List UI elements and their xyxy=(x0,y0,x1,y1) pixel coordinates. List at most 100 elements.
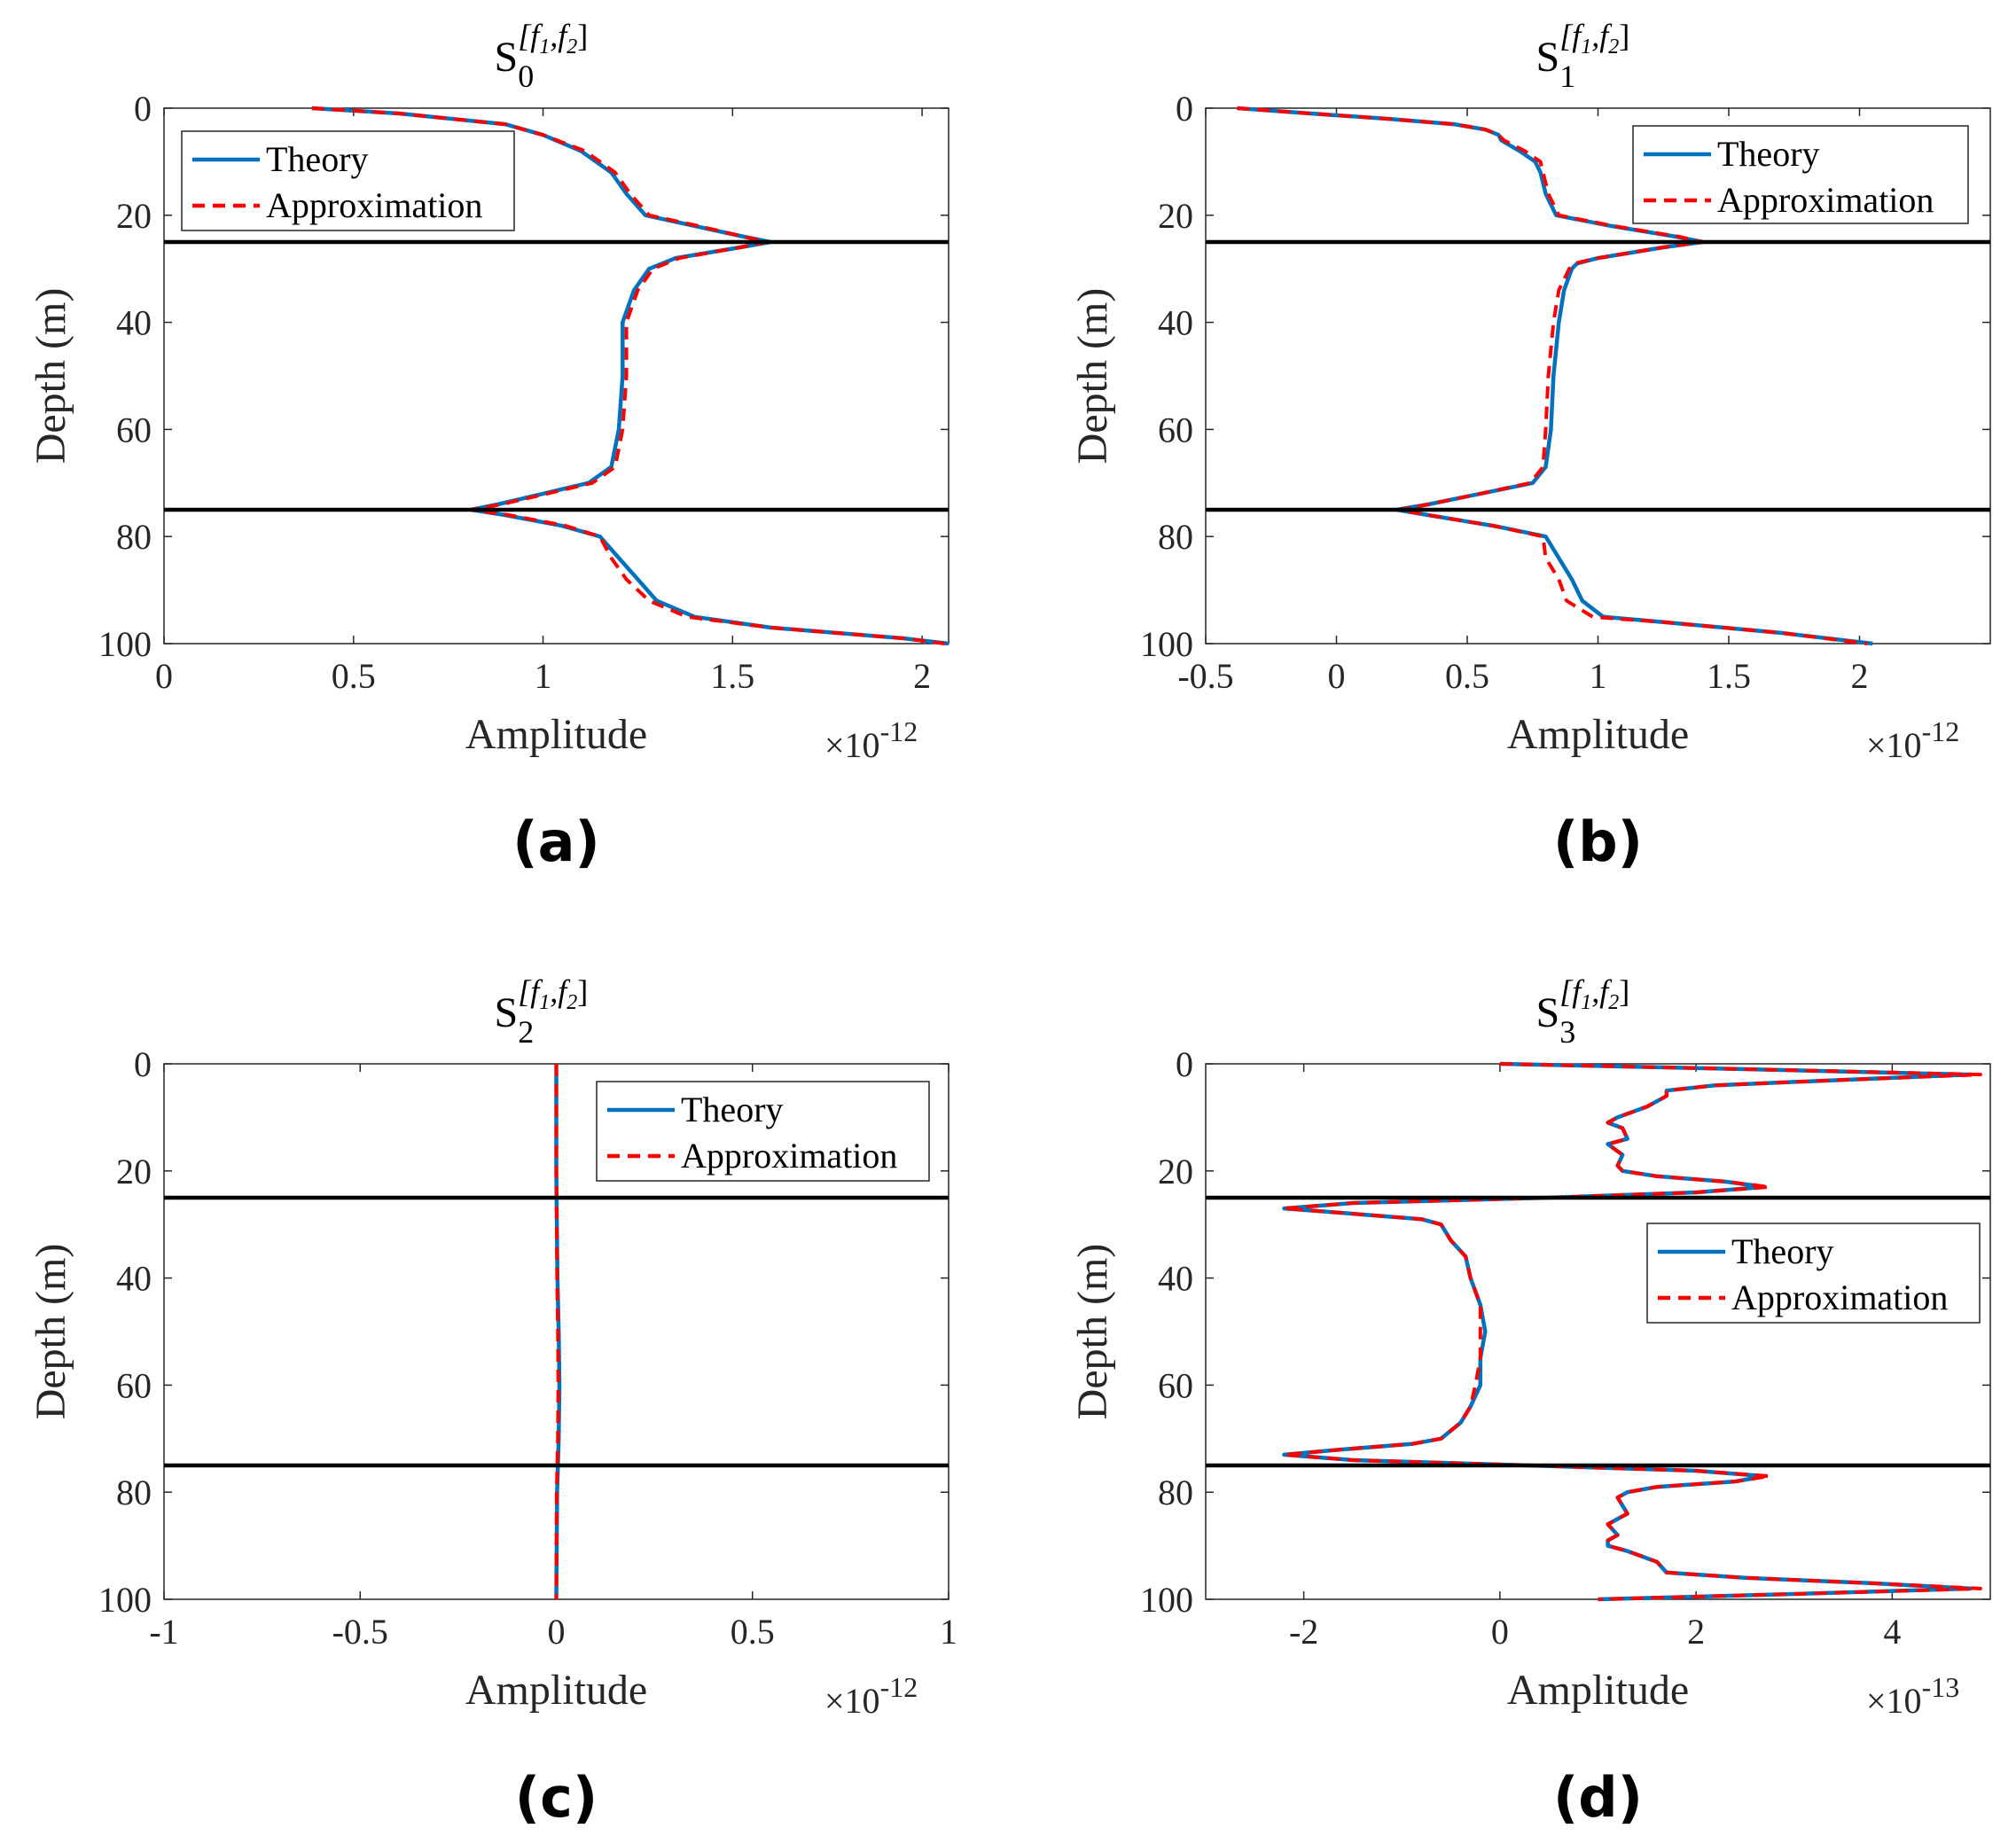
legend-box xyxy=(1646,1223,1981,1324)
x-tick-label: 1 xyxy=(1590,656,1607,696)
title-superscript-close: ] xyxy=(577,973,588,1009)
legend-label-theory: Theory xyxy=(266,139,369,179)
y-tick-label: 40 xyxy=(1158,303,1193,343)
y-tick-label: 20 xyxy=(116,196,152,236)
x-tick-label: 1 xyxy=(940,1612,957,1652)
y-tick-label: 20 xyxy=(116,1152,152,1191)
title-superscript-index1: 1 xyxy=(539,35,550,59)
chart-title: S2[f1,f2] xyxy=(495,973,589,1050)
panel-caption: (b) xyxy=(1553,809,1643,874)
title-subscript: 2 xyxy=(518,1014,534,1050)
y-axis-label: Depth (m) xyxy=(27,288,74,465)
title-main: S xyxy=(1536,34,1560,81)
y-tick-label: 0 xyxy=(134,1044,152,1084)
x-exponent-base: ×10 xyxy=(1866,1681,1922,1721)
x-tick-label: 1.5 xyxy=(1707,656,1751,696)
y-axis-label: Depth (m) xyxy=(27,1244,74,1420)
y-tick-label: 80 xyxy=(116,517,152,557)
title-superscript-index2: 2 xyxy=(567,991,577,1014)
title-superscript-index2: 2 xyxy=(1608,991,1619,1014)
plot-area-frame xyxy=(163,107,949,645)
title-superscript-close: ] xyxy=(577,18,588,53)
title-subscript: 0 xyxy=(518,59,534,94)
x-tick-label: 0.5 xyxy=(1445,656,1489,696)
y-tick-label: 60 xyxy=(116,1365,152,1405)
series-line-theory xyxy=(311,105,949,646)
title-superscript-index1: 1 xyxy=(1581,35,1591,59)
panel-caption: (d) xyxy=(1553,1765,1643,1830)
series-line-approximation xyxy=(311,106,945,645)
x-tick-label: 0 xyxy=(1328,656,1346,696)
chart-title: S1[f1,f2] xyxy=(1536,18,1630,94)
x-tick-label: 0 xyxy=(155,656,173,696)
legend-box xyxy=(596,1081,930,1182)
x-tick-label: -1 xyxy=(149,1612,178,1652)
y-axis-label: Depth (m) xyxy=(1069,1244,1116,1420)
legend-box xyxy=(181,130,515,231)
series-line-approximation xyxy=(1237,106,1868,645)
x-tick-label: 1 xyxy=(535,656,552,696)
x-exponent-power: -12 xyxy=(1922,715,1960,747)
x-tick-label: 2 xyxy=(913,656,931,696)
title-subscript: 3 xyxy=(1559,1014,1575,1050)
y-tick-label: 20 xyxy=(1158,1152,1193,1191)
y-tick-label: 60 xyxy=(1158,410,1193,449)
x-exponent-power: -12 xyxy=(880,715,918,747)
y-tick-label: 40 xyxy=(1158,1259,1193,1299)
x-exponent-base: ×10 xyxy=(824,725,880,765)
x-axis-label: Amplitude xyxy=(1507,711,1689,758)
y-tick-label: 100 xyxy=(98,624,152,664)
title-main: S xyxy=(495,34,519,81)
y-tick-label: 100 xyxy=(1140,1580,1193,1620)
y-tick-label: 80 xyxy=(1158,1473,1193,1512)
legend-box xyxy=(1632,125,1969,224)
panel-caption: (c) xyxy=(515,1765,598,1830)
legend-label-theory: Theory xyxy=(681,1090,784,1129)
chart-panel-b: -0.5 0 0.5 1 1.5 2020406080100AmplitudeDepth … xyxy=(1069,18,1991,874)
y-tick-label: 20 xyxy=(1158,196,1193,236)
x-tick-label: 0.5 xyxy=(332,656,376,696)
chart-title: S0[f1,f2] xyxy=(495,18,589,94)
panel-caption: (a) xyxy=(512,809,600,874)
y-axis-label: Depth (m) xyxy=(1069,288,1116,465)
x-tick-label: -0.5 xyxy=(332,1612,388,1652)
x-tick-label: 0 xyxy=(1491,1612,1509,1652)
x-exponent-label: ×10-12 xyxy=(824,715,918,765)
y-tick-label: 80 xyxy=(116,1473,152,1512)
legend: Theory Approximation xyxy=(596,1081,930,1182)
x-tick-label: -0.5 xyxy=(1177,656,1233,696)
y-tick-label: 40 xyxy=(116,1259,152,1299)
x-exponent-label: ×10-13 xyxy=(1866,1671,1959,1721)
title-main: S xyxy=(1536,989,1560,1036)
x-exponent-base: ×10 xyxy=(1866,725,1922,765)
y-tick-label: 0 xyxy=(1176,1044,1193,1084)
title-superscript-index2: 2 xyxy=(567,35,577,59)
title-superscript-index2: 2 xyxy=(1608,35,1619,59)
x-axis-label: Amplitude xyxy=(1507,1667,1689,1714)
chart-title: S3[f1,f2] xyxy=(1536,973,1630,1050)
x-exponent-base: ×10 xyxy=(824,1681,880,1721)
legend-label-approximation: Approximation xyxy=(1731,1277,1948,1317)
x-axis-label: Amplitude xyxy=(465,1667,647,1714)
y-tick-label: 80 xyxy=(1158,517,1193,557)
x-tick-label: -2 xyxy=(1289,1612,1318,1652)
y-tick-label: 0 xyxy=(1176,89,1193,129)
series-line-approximation xyxy=(554,1064,560,1600)
title-main: S xyxy=(495,989,519,1036)
x-axis-label: Amplitude xyxy=(465,711,647,758)
title-superscript-index1: 1 xyxy=(1581,991,1591,1014)
x-tick-label: 2 xyxy=(1687,1612,1705,1652)
y-tick-label: 40 xyxy=(116,303,152,343)
title-superscript-close: ] xyxy=(1619,973,1629,1009)
legend: Theory Approximation xyxy=(181,130,515,231)
series-line-theory xyxy=(1282,1061,1973,1602)
legend: Theory Approximation xyxy=(1646,1223,1981,1324)
x-tick-label: 2 xyxy=(1851,656,1869,696)
x-tick-label: 1.5 xyxy=(710,656,754,696)
legend-label-approximation: Approximation xyxy=(681,1136,897,1176)
x-exponent-label: ×10-12 xyxy=(1866,715,1959,765)
legend-label-approximation: Approximation xyxy=(1717,180,1934,220)
title-superscript-close: ] xyxy=(1619,18,1629,53)
